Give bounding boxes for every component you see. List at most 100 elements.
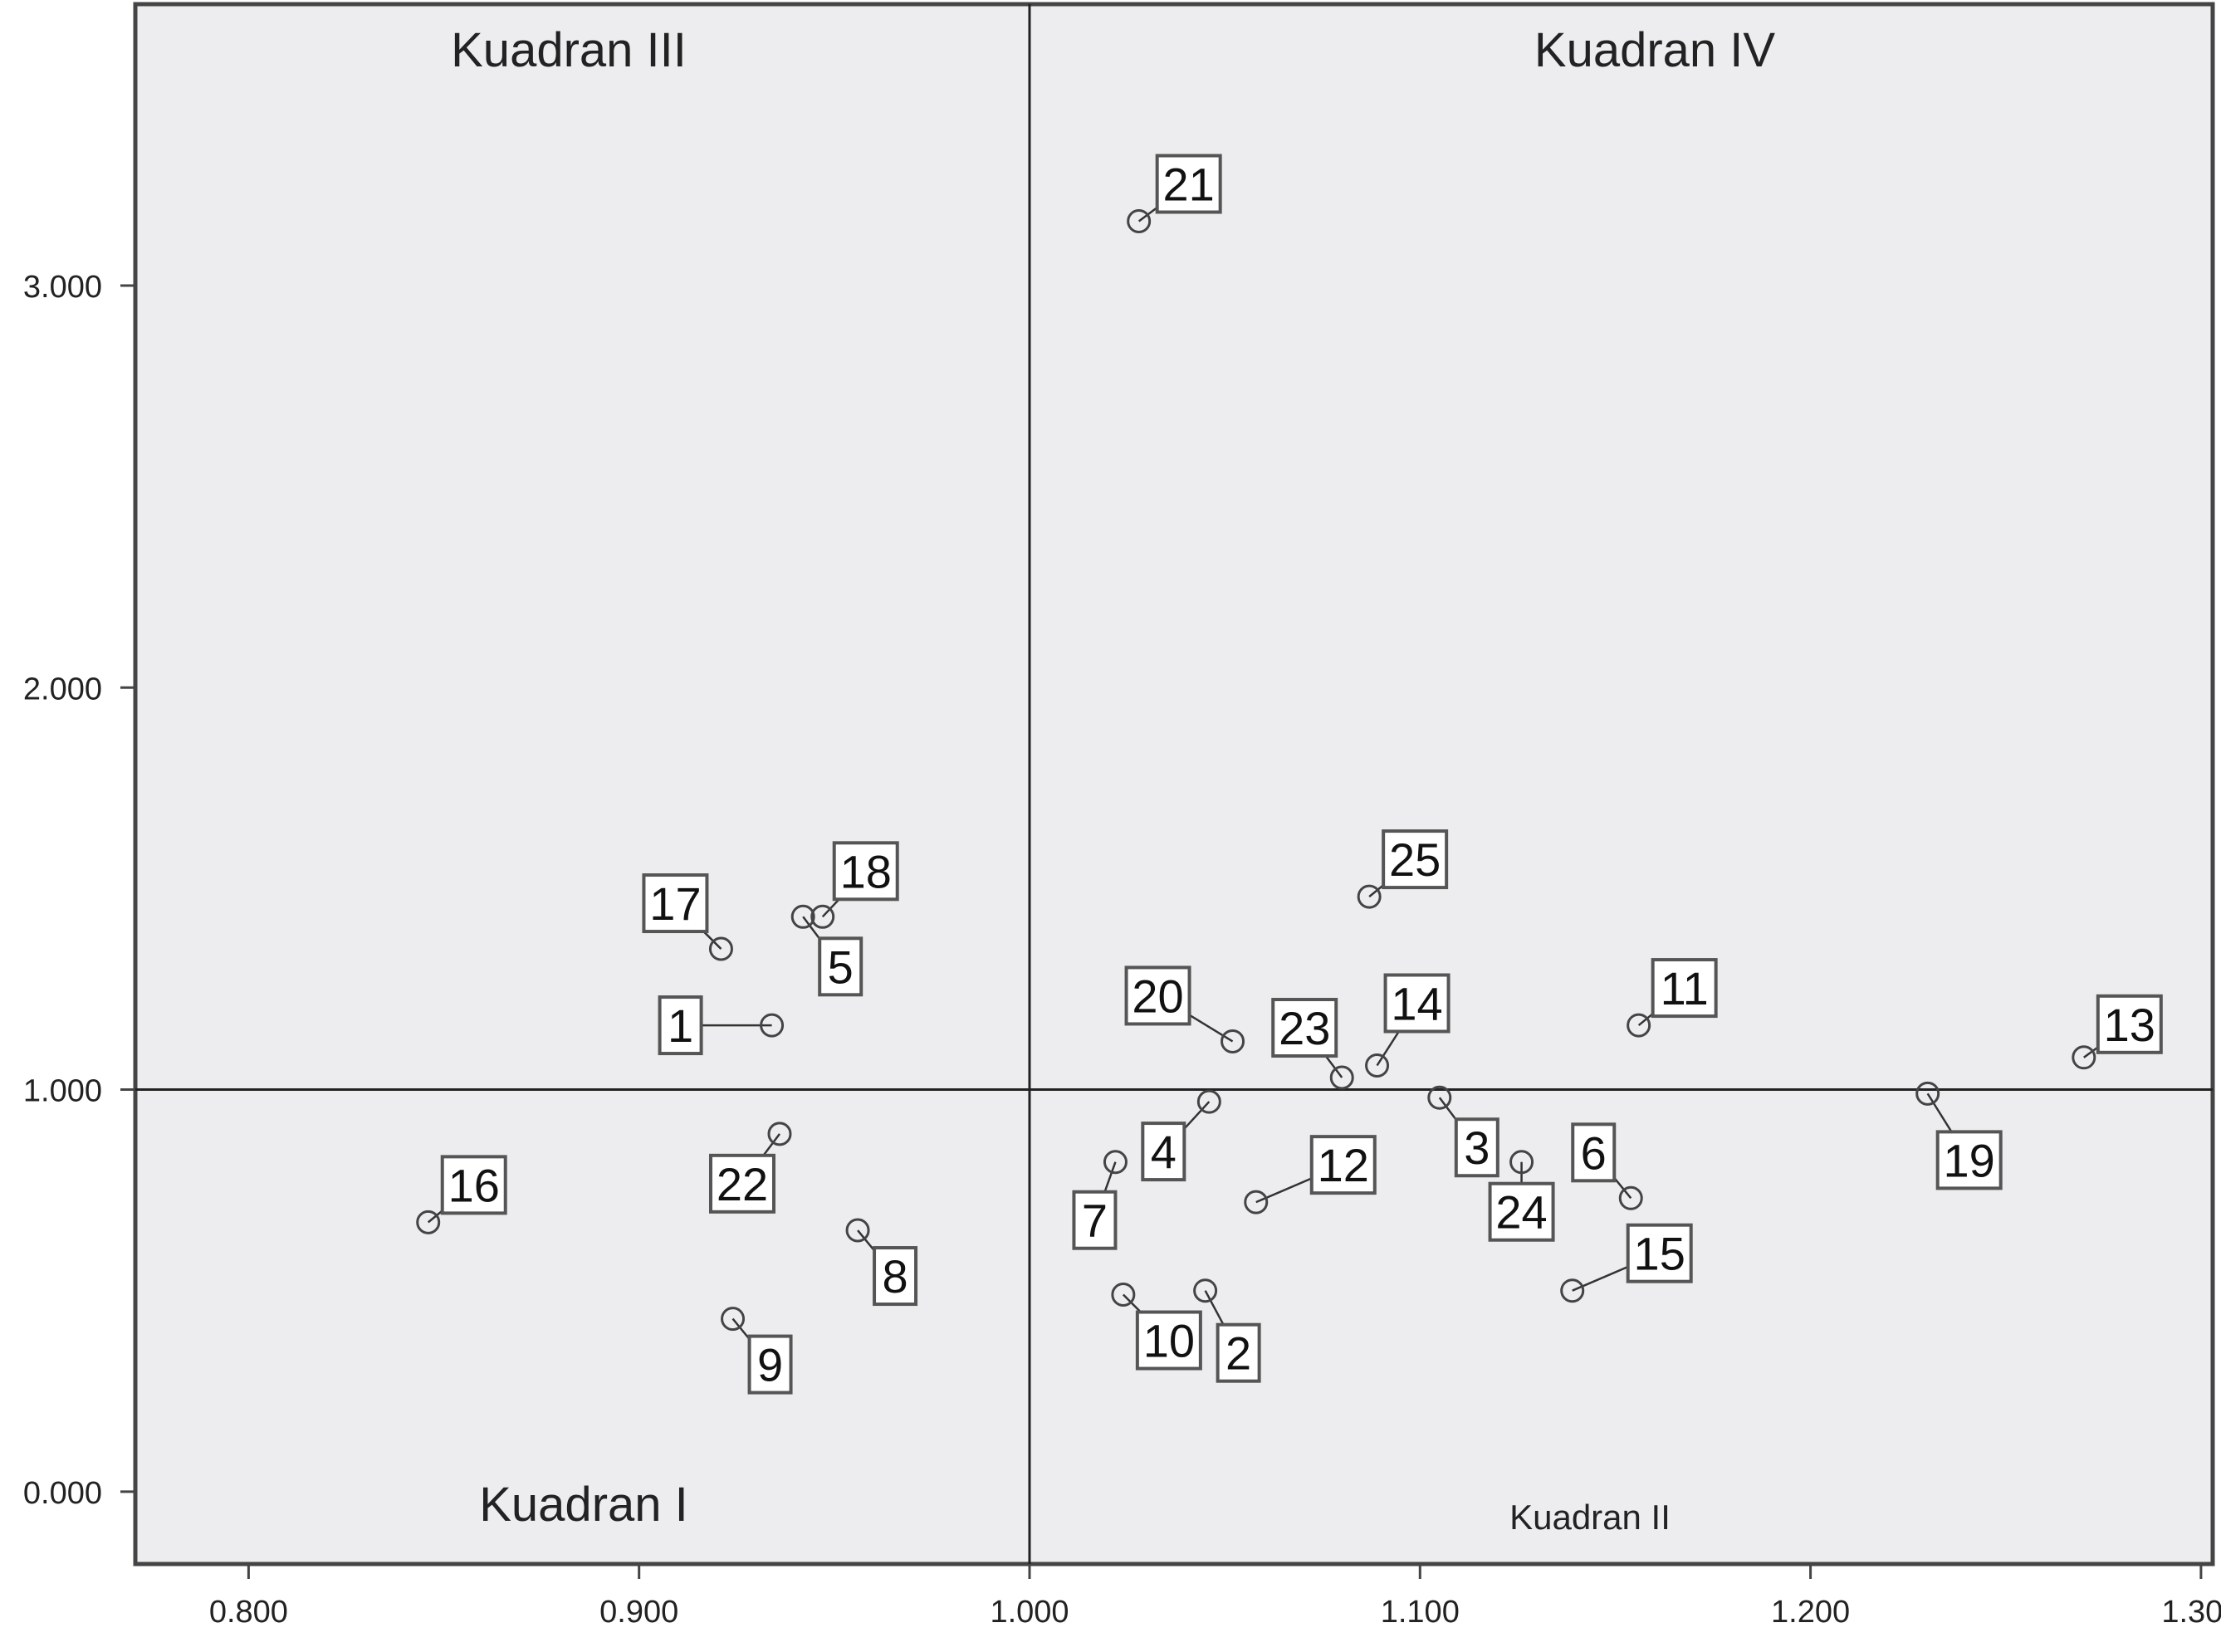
point-label-box: [1935, 1130, 2003, 1190]
data-point: 8: [845, 1218, 918, 1307]
x-tick-label: 1.300: [2161, 1595, 2221, 1630]
data-point: 21: [1127, 154, 1222, 234]
point-marker: [1427, 1085, 1452, 1110]
point-label: 11: [1661, 962, 1709, 1014]
point-label-box: [1072, 1190, 1118, 1250]
point-marker: [810, 904, 835, 929]
point-marker: [760, 1013, 785, 1038]
quadrant-label-ii: Kuadran II: [1509, 1498, 1671, 1537]
data-point: 11: [1627, 958, 1718, 1038]
point-label: 10: [1143, 1315, 1195, 1367]
point-label: 2: [1225, 1327, 1251, 1380]
point-label-box: [1571, 1122, 1617, 1183]
point-marker: [721, 1307, 746, 1332]
point-label: 18: [840, 845, 892, 897]
point-label-box: [1626, 1223, 1693, 1283]
data-point: 19: [1915, 1081, 2003, 1190]
point-marker: [767, 1122, 792, 1146]
point-marker: [1196, 1089, 1221, 1114]
point-label-box: [1383, 973, 1450, 1034]
point-marker: [1560, 1278, 1585, 1303]
point-label-box: [1135, 1310, 1202, 1371]
data-point: 9: [721, 1307, 793, 1395]
point-label: 20: [1132, 970, 1183, 1022]
data-point: 7: [1072, 1150, 1128, 1250]
point-marker: [790, 904, 815, 929]
point-marker: [1193, 1278, 1218, 1303]
point-label-box: [818, 936, 863, 997]
x-tick-label: 1.200: [1771, 1595, 1850, 1630]
point-label-box: [873, 1246, 918, 1307]
data-point: 6: [1571, 1122, 1643, 1210]
data-point: 16: [416, 1155, 507, 1234]
point-marker: [1244, 1190, 1269, 1215]
point-label: 5: [828, 941, 854, 993]
point-marker: [416, 1210, 441, 1234]
point-label-box: [832, 841, 899, 902]
point-marker: [1627, 1013, 1651, 1038]
point-label-box: [1309, 1135, 1377, 1195]
x-tick-label: 0.900: [599, 1595, 678, 1630]
point-marker: [1111, 1283, 1136, 1307]
reference-lines: [135, 4, 2213, 1564]
point-label: 8: [882, 1250, 907, 1303]
point-marker: [1103, 1150, 1128, 1175]
point-label: 7: [1082, 1195, 1108, 1247]
x-tick-label: 0.800: [209, 1595, 288, 1630]
y-tick-label: 3.000: [23, 270, 102, 305]
point-marker: [1915, 1081, 1940, 1106]
data-point: 5: [790, 904, 863, 997]
point-label-box: [1124, 965, 1191, 1026]
axes: 0.800 0.900 1.000 1.100 1.200 1.300 0.000 1.000…: [23, 270, 2221, 1630]
data-point: 15: [1560, 1223, 1693, 1303]
data-point: 24: [1488, 1150, 1555, 1242]
quadrant-label-iv: Kuadran IV: [1534, 23, 1776, 77]
data-point: 1: [658, 995, 785, 1056]
point-label: 3: [1464, 1122, 1490, 1174]
point-label: 12: [1318, 1139, 1369, 1191]
data-point: 20: [1124, 965, 1245, 1053]
point-marker: [1329, 1065, 1354, 1090]
plot-background: [133, 2, 2215, 1566]
point-label: 15: [1634, 1228, 1685, 1280]
point-label: 24: [1495, 1186, 1547, 1239]
point-label: 4: [1151, 1126, 1177, 1178]
data-point: 23: [1271, 998, 1354, 1090]
y-tick-label: 2.000: [23, 672, 102, 706]
data-point: 25: [1357, 829, 1449, 909]
point-label: 25: [1389, 833, 1441, 886]
point-label: 6: [1581, 1127, 1607, 1179]
point-label: 1: [668, 1000, 693, 1052]
quadrant-label-iii: Kuadran III: [451, 23, 687, 77]
point-label-box: [708, 1153, 775, 1214]
data-point: 22: [708, 1122, 792, 1214]
point-label: 14: [1391, 977, 1442, 1029]
point-marker: [1618, 1185, 1643, 1210]
point-marker: [845, 1218, 870, 1243]
point-label-box: [747, 1334, 793, 1395]
data-point: 10: [1111, 1283, 1202, 1371]
x-tick-label: 1.000: [990, 1595, 1069, 1630]
point-label: 22: [717, 1158, 768, 1210]
point-label: 13: [2104, 999, 2155, 1051]
point-marker: [1127, 209, 1152, 234]
point-marker: [2072, 1045, 2096, 1070]
point-label-box: [1155, 154, 1222, 214]
data-point: 17: [642, 873, 733, 961]
point-label-box: [440, 1155, 507, 1215]
point-label-box: [642, 873, 709, 934]
y-tick-label: 0.000: [23, 1476, 102, 1511]
point-marker: [1365, 1053, 1390, 1078]
x-tick-label: 1.100: [1381, 1595, 1460, 1630]
point-label-box: [1454, 1117, 1499, 1178]
quadrant-labels: Kuadran III Kuadran IV Kuadran I Kuadran…: [451, 23, 1775, 1537]
point-label: 16: [448, 1159, 500, 1211]
data-point: 4: [1141, 1089, 1221, 1182]
point-label-box: [1271, 998, 1338, 1058]
point-marker: [1509, 1150, 1534, 1175]
point-label-box: [1382, 829, 1449, 890]
data-point: 14: [1365, 973, 1450, 1078]
point-marker: [1357, 884, 1382, 909]
point-label: 19: [1944, 1134, 1995, 1186]
